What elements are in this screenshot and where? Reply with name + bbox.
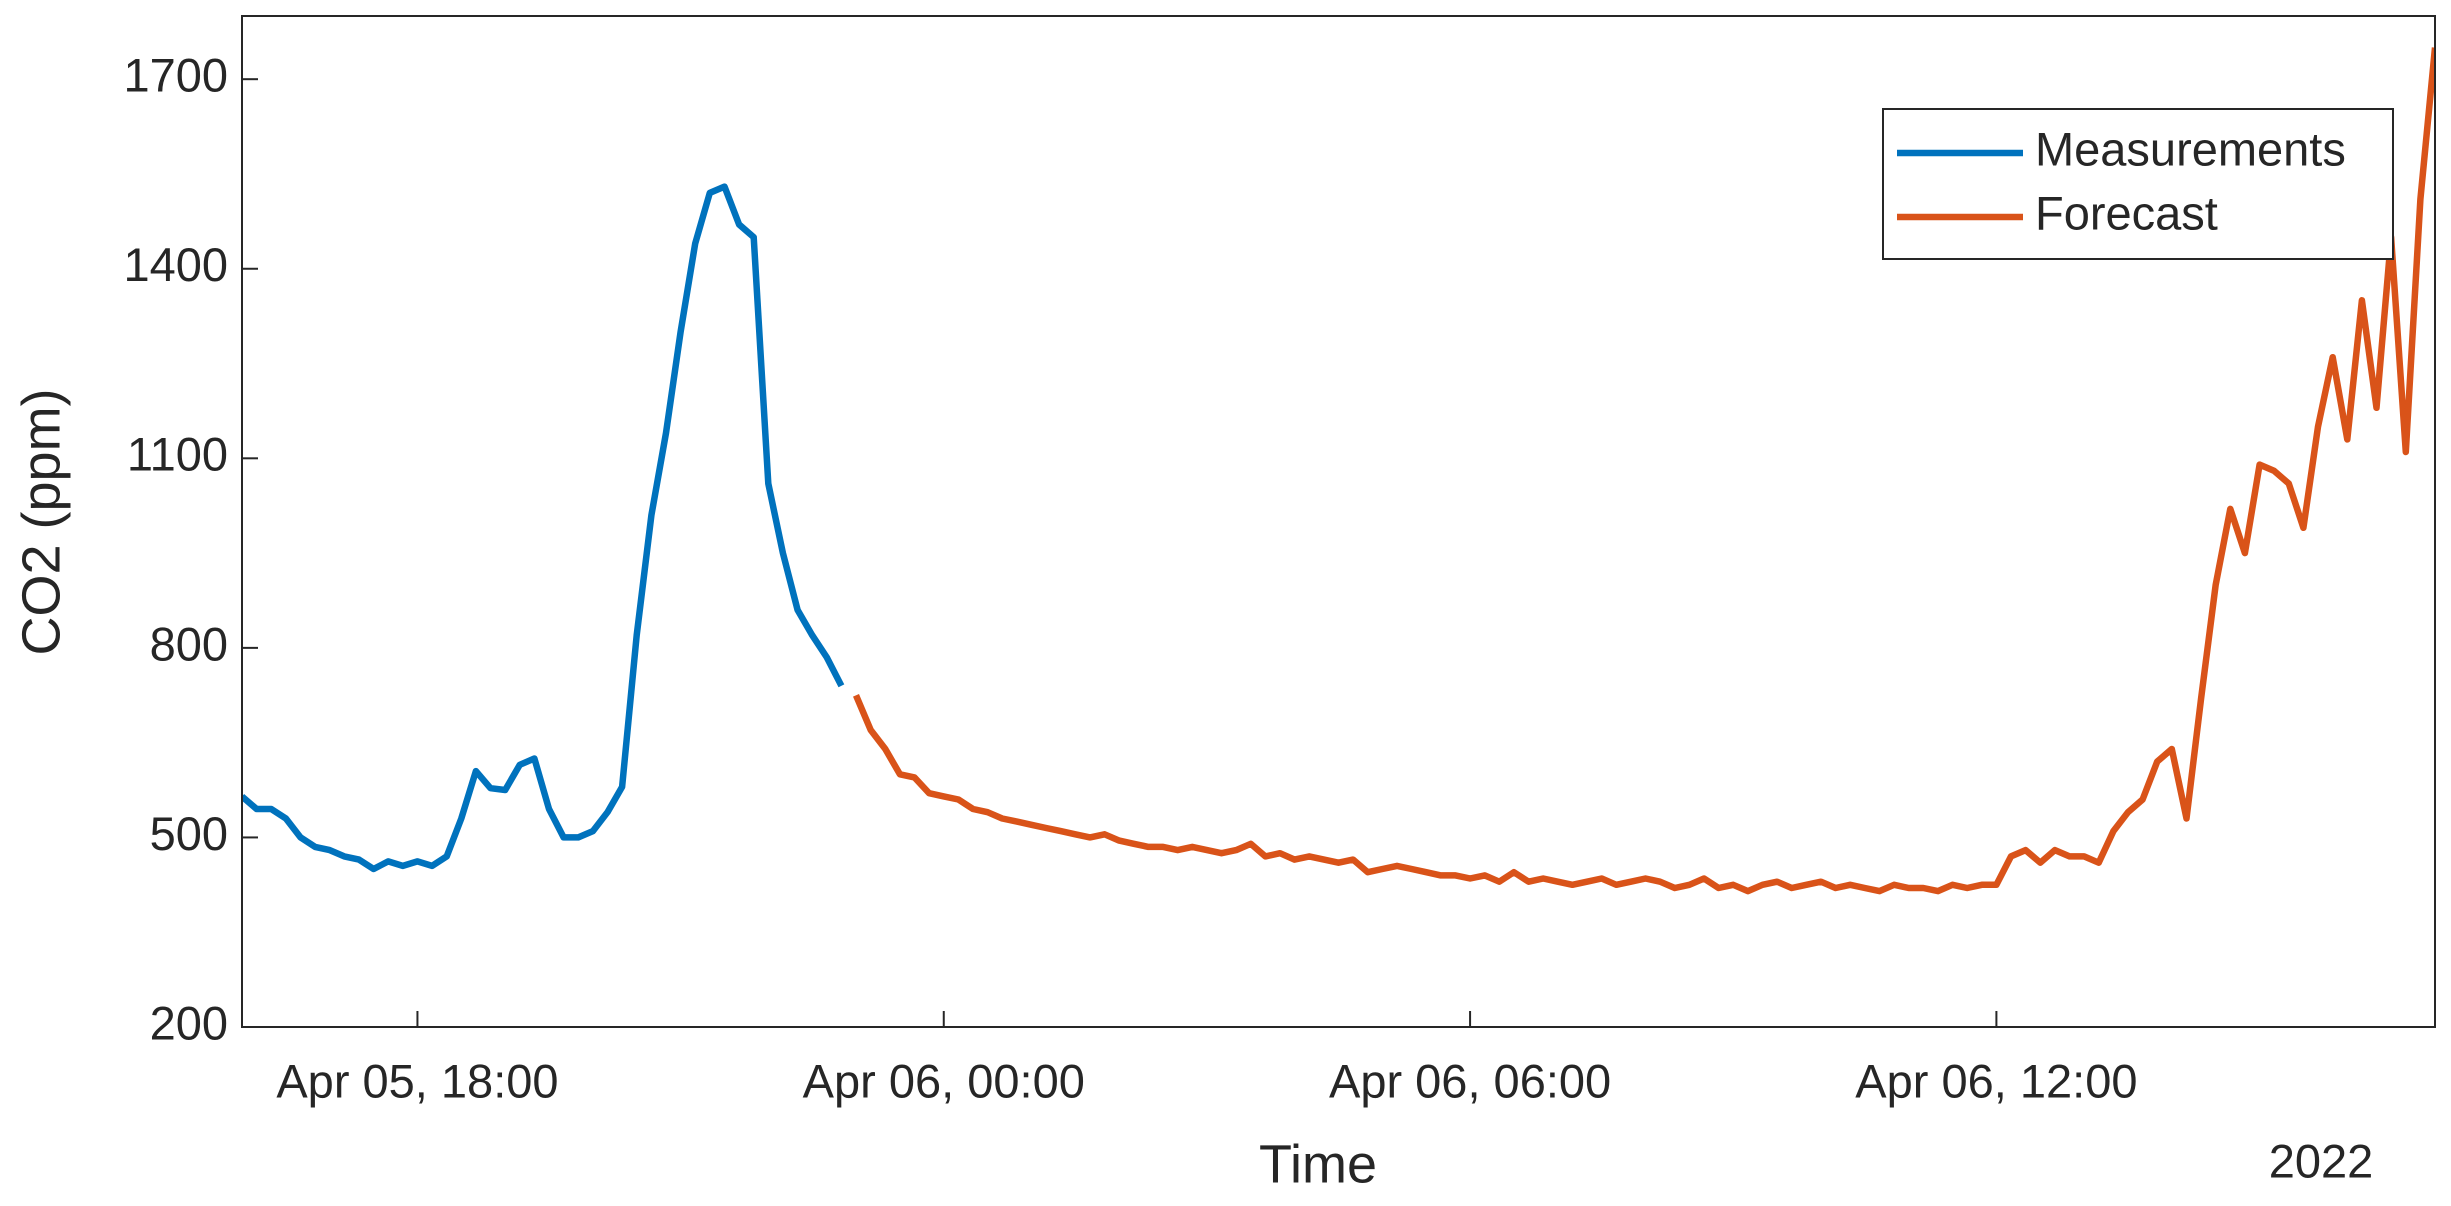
x-year-label: 2022 xyxy=(2269,1134,2374,1187)
legend-label: Measurements xyxy=(2035,122,2346,175)
x-tick-label: Apr 06, 12:00 xyxy=(1855,1054,2137,1107)
x-tick-label: Apr 06, 00:00 xyxy=(803,1054,1085,1107)
y-axis-label: CO2 (ppm) xyxy=(11,388,71,655)
y-tick-label: 1400 xyxy=(123,238,228,291)
legend-label: Forecast xyxy=(2035,186,2218,239)
legend-box xyxy=(1882,108,2394,260)
y-tick-label: 800 xyxy=(150,617,228,670)
x-axis-label: Time xyxy=(1259,1134,1377,1194)
series-line xyxy=(242,183,845,873)
series-line xyxy=(853,47,2435,895)
y-tick-label: 200 xyxy=(150,996,228,1049)
y-tick-label: 1700 xyxy=(123,49,228,102)
y-tick-label: 1100 xyxy=(127,428,228,481)
axes-box xyxy=(241,15,2436,1028)
x-tick-label: Apr 06, 06:00 xyxy=(1329,1054,1611,1107)
x-tick-label: Apr 05, 18:00 xyxy=(276,1054,558,1107)
y-tick-label: 500 xyxy=(150,807,228,860)
